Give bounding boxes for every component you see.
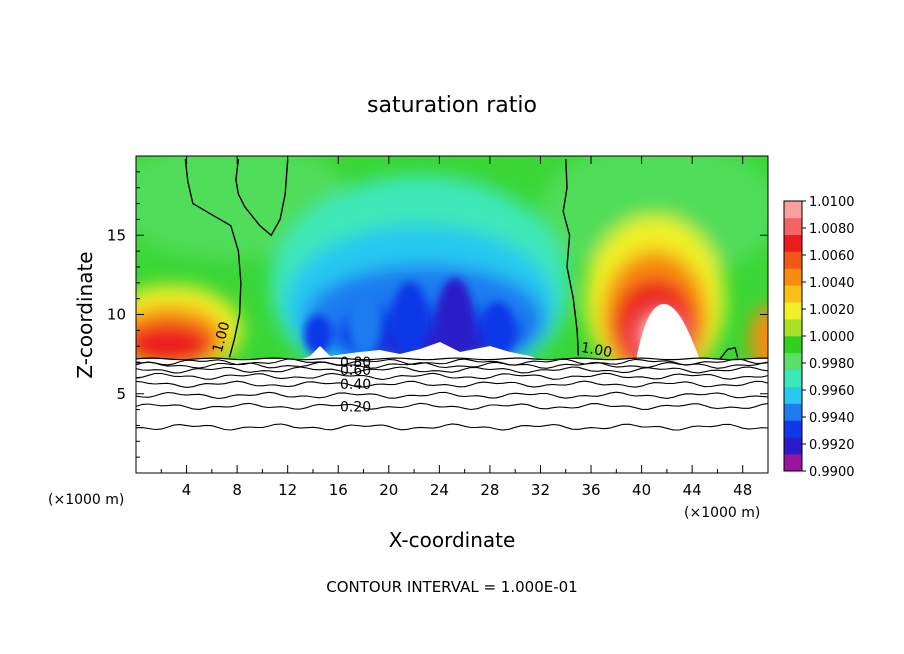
colorbar-tick-label: 1.0060 <box>809 249 855 264</box>
colorbar-swatch <box>784 234 802 252</box>
field-cell-2 <box>349 295 381 355</box>
colorbar-swatch <box>784 369 802 387</box>
x-tick-label: 24 <box>430 481 449 499</box>
level-contour-line <box>136 402 768 411</box>
x-tick-label: 48 <box>733 481 752 499</box>
colorbar-swatch <box>784 319 802 337</box>
contour-label: 0.60 <box>340 363 371 379</box>
colorbar-tick-label: 0.9980 <box>809 357 855 372</box>
level-contour-line <box>136 372 768 381</box>
field-left-red <box>136 323 213 367</box>
colorbar-swatch <box>784 217 802 236</box>
x-tick-label: 36 <box>581 481 600 499</box>
x-tick-label: 40 <box>632 481 651 499</box>
level-contour-line <box>136 358 768 366</box>
colorbar-swatch <box>784 302 802 320</box>
colorbar-swatch <box>784 437 802 455</box>
field-edge-orange <box>750 305 768 375</box>
x-tick-label: 20 <box>379 481 398 499</box>
contour-one-line <box>562 159 580 356</box>
colorbar-tick-label: 0.9960 <box>809 384 855 399</box>
colorbar-tick-label: 1.0080 <box>809 222 855 237</box>
x-tick-label: 32 <box>531 481 550 499</box>
chart-title: saturation ratio <box>367 93 537 118</box>
colorbar-tick-label: 0.9900 <box>809 465 855 480</box>
contour-label: 0.20 <box>340 399 371 415</box>
colorbar <box>783 200 803 472</box>
colorbar-swatch <box>784 386 802 404</box>
y-axis-label: Z-coordinate <box>73 251 97 378</box>
x-tick-label: 4 <box>182 481 192 499</box>
level-contour-line <box>136 361 768 369</box>
x-tick-label: 44 <box>683 481 702 499</box>
contour-one-label: 1.00 <box>580 340 613 361</box>
colorbar-swatch <box>784 251 802 269</box>
contour-one-line <box>184 159 242 358</box>
mask-white-dome <box>636 304 700 360</box>
x-units-label-left: (×1000 m) <box>48 492 124 508</box>
contour-interval-annotation: CONTOUR INTERVAL = 1.000E-01 <box>326 578 577 596</box>
field-cell-5 <box>482 302 514 358</box>
colorbar-swatch <box>784 403 802 421</box>
contour-label: 0.40 <box>340 377 371 393</box>
level-contour-line <box>136 366 768 374</box>
level-contour-line <box>136 423 768 431</box>
colorbar-tick-label: 1.0000 <box>809 330 855 345</box>
colorbar-swatch <box>784 336 802 354</box>
colorbar-tick-label: 0.9920 <box>809 438 855 453</box>
colorbar-swatch <box>784 454 802 472</box>
field-cell-4 <box>437 278 473 358</box>
colorbar-swatch <box>784 201 802 219</box>
colorbar-tick-label: 1.0100 <box>809 195 855 210</box>
level-contours <box>136 357 768 431</box>
cloud-base-contour <box>136 357 768 361</box>
y-tick-label: 10 <box>107 306 126 324</box>
y-tick-label: 5 <box>116 385 126 403</box>
x-tick-label: 12 <box>278 481 297 499</box>
level-contour-line <box>136 380 768 388</box>
colorbar-swatch <box>784 420 802 438</box>
x-tick-label: 8 <box>232 481 242 499</box>
colorbar-labels: 1.0100 1.0080 1.0060 1.0040 1.0020 1.0000 0.99… <box>802 195 855 480</box>
y-axis-ticks: 5 10 15 <box>107 171 768 458</box>
field-cell-3 <box>392 282 428 358</box>
mask-cloud-bumps <box>300 342 540 360</box>
colorbar-tick-label: 1.0040 <box>809 276 855 291</box>
field-cell-1 <box>304 315 332 355</box>
one-contours <box>184 159 739 360</box>
x-axis-ticks: 4 8 12 16 20 24 28 32 36 40 44 48 <box>160 156 752 499</box>
colorbar-tick-label: 0.9940 <box>809 411 855 426</box>
x-axis-label: X-coordinate <box>389 528 516 552</box>
contour-one-line <box>235 159 289 237</box>
colorbar-tick-label: 1.0020 <box>809 303 855 318</box>
contour-label: 0.80 <box>340 355 371 371</box>
x-tick-label: 28 <box>480 481 499 499</box>
lower-white-region <box>136 359 768 473</box>
colorbar-swatch <box>784 352 802 371</box>
colorbar-swatch <box>784 268 802 286</box>
plot-area <box>136 156 768 473</box>
y-tick-label: 15 <box>107 226 126 244</box>
x-tick-label: 16 <box>329 481 348 499</box>
contour-one-line <box>719 346 739 360</box>
contour-one-label: 1.00 <box>210 320 234 354</box>
colorbar-swatch <box>784 285 802 303</box>
x-units-label-right: (×1000 m) <box>684 505 760 521</box>
contour-labels: 0.20 0.400.600.80 1.00 1.00 <box>210 320 613 415</box>
level-contour-line <box>136 391 768 400</box>
